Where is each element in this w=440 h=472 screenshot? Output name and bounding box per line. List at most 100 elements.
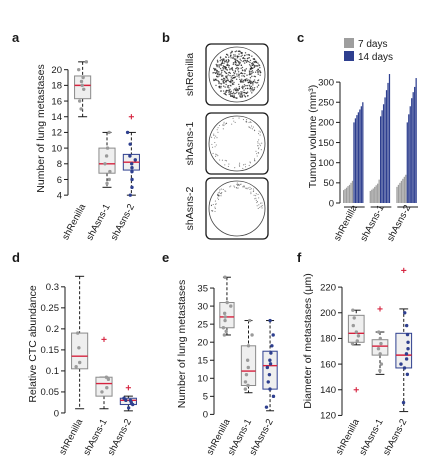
data-point [356,334,361,338]
colony-speck [218,124,221,127]
colony-speck [222,65,224,67]
plate-image-0: shRenilla [184,43,269,106]
data-point [379,362,384,366]
colony-speck [232,57,234,59]
colony-speck [246,91,249,93]
colony-speck [235,92,237,95]
colony-speck [234,71,237,73]
colony-speck [259,66,261,69]
colony-speck [220,90,222,92]
y-tick-label: 120 [320,411,336,422]
colony-speck [244,72,246,75]
colony-speck [217,76,219,78]
colony-speck [236,91,238,94]
colony-speck [229,55,232,57]
data-point [105,146,110,150]
colony-speck [223,62,225,65]
bar-14days [380,116,382,203]
colony-speck [260,202,262,204]
colony-speck [241,96,244,98]
colony-speck [238,93,240,95]
colony-speck [258,204,260,206]
y-tick-label: 0.25 [41,303,60,314]
colony-speck [229,88,231,91]
colony-speck [225,83,227,86]
data-point [268,362,273,366]
colony-speck [249,68,252,70]
colony-speck [249,77,252,79]
data-point [266,380,270,384]
data-point [224,329,228,334]
colony-speck [215,155,217,157]
colony-speck [223,121,225,123]
colony-speck [222,188,224,190]
colony-speck [238,50,240,53]
plate-row-label: shAsns-2 [184,186,196,230]
data-point [222,333,227,337]
category-label: shAsns-2 [385,203,413,243]
colony-speck [249,88,251,90]
y-tick-label: 100 [318,158,334,169]
box-group-shAsns-2 [262,318,278,412]
colony-speck [236,55,238,57]
colony-speck [244,79,246,81]
colony-speck [222,69,224,71]
colony-speck [220,59,223,61]
colony-speck [223,61,226,63]
data-point [130,166,134,170]
colony-speck [226,69,228,71]
data-point [243,380,248,384]
data-point [355,339,359,343]
colony-speck [236,75,238,77]
data-point [223,318,227,323]
colony-speck [219,57,222,59]
colony-speck [234,167,236,169]
colony-speck [260,71,262,74]
colony-speck [235,50,238,52]
colony-speck [243,85,245,88]
colony-speck [215,203,217,205]
colony-speck [215,84,217,87]
colony-speck [240,52,242,54]
colony-speck [254,75,257,78]
colony-speck [222,128,224,130]
colony-speck [258,139,260,141]
colony-speck [225,67,227,69]
colony-speck [230,95,232,98]
data-point [223,315,227,319]
colony-speck [256,155,258,157]
colony-speck [250,188,252,190]
y-tick-label: 250 [318,98,334,109]
data-point [405,372,410,377]
colony-speck [230,92,232,95]
colony-speck [220,73,222,75]
y-tick-label: 0.3 [46,282,59,293]
colony-speck [240,64,243,66]
data-point [271,394,276,399]
colony-speck [257,62,259,64]
colony-speck [225,94,227,96]
colony-speck [220,69,223,72]
data-point [267,372,272,377]
colony-speck [233,71,235,74]
data-point [248,318,252,323]
colony-speck [238,164,240,166]
colony-speck [227,89,229,92]
colony-speck [243,89,245,91]
colony-speck [215,153,217,155]
colony-speck [217,197,219,199]
colony-speck [255,193,257,195]
colony-speck [248,121,250,123]
colony-speck [224,190,226,192]
colony-speck [259,134,261,136]
colony-speck [225,75,227,78]
colony-speck [225,91,227,93]
panel-letter-b: b [162,30,170,45]
colony-speck [257,133,260,135]
colony-speck [224,159,226,162]
colony-speck [238,184,240,187]
colony-speck [213,68,215,70]
y-tick-label: 200 [320,308,336,319]
y-tick-label: 180 [320,334,336,345]
category-label: shAsns-2 [381,417,409,457]
